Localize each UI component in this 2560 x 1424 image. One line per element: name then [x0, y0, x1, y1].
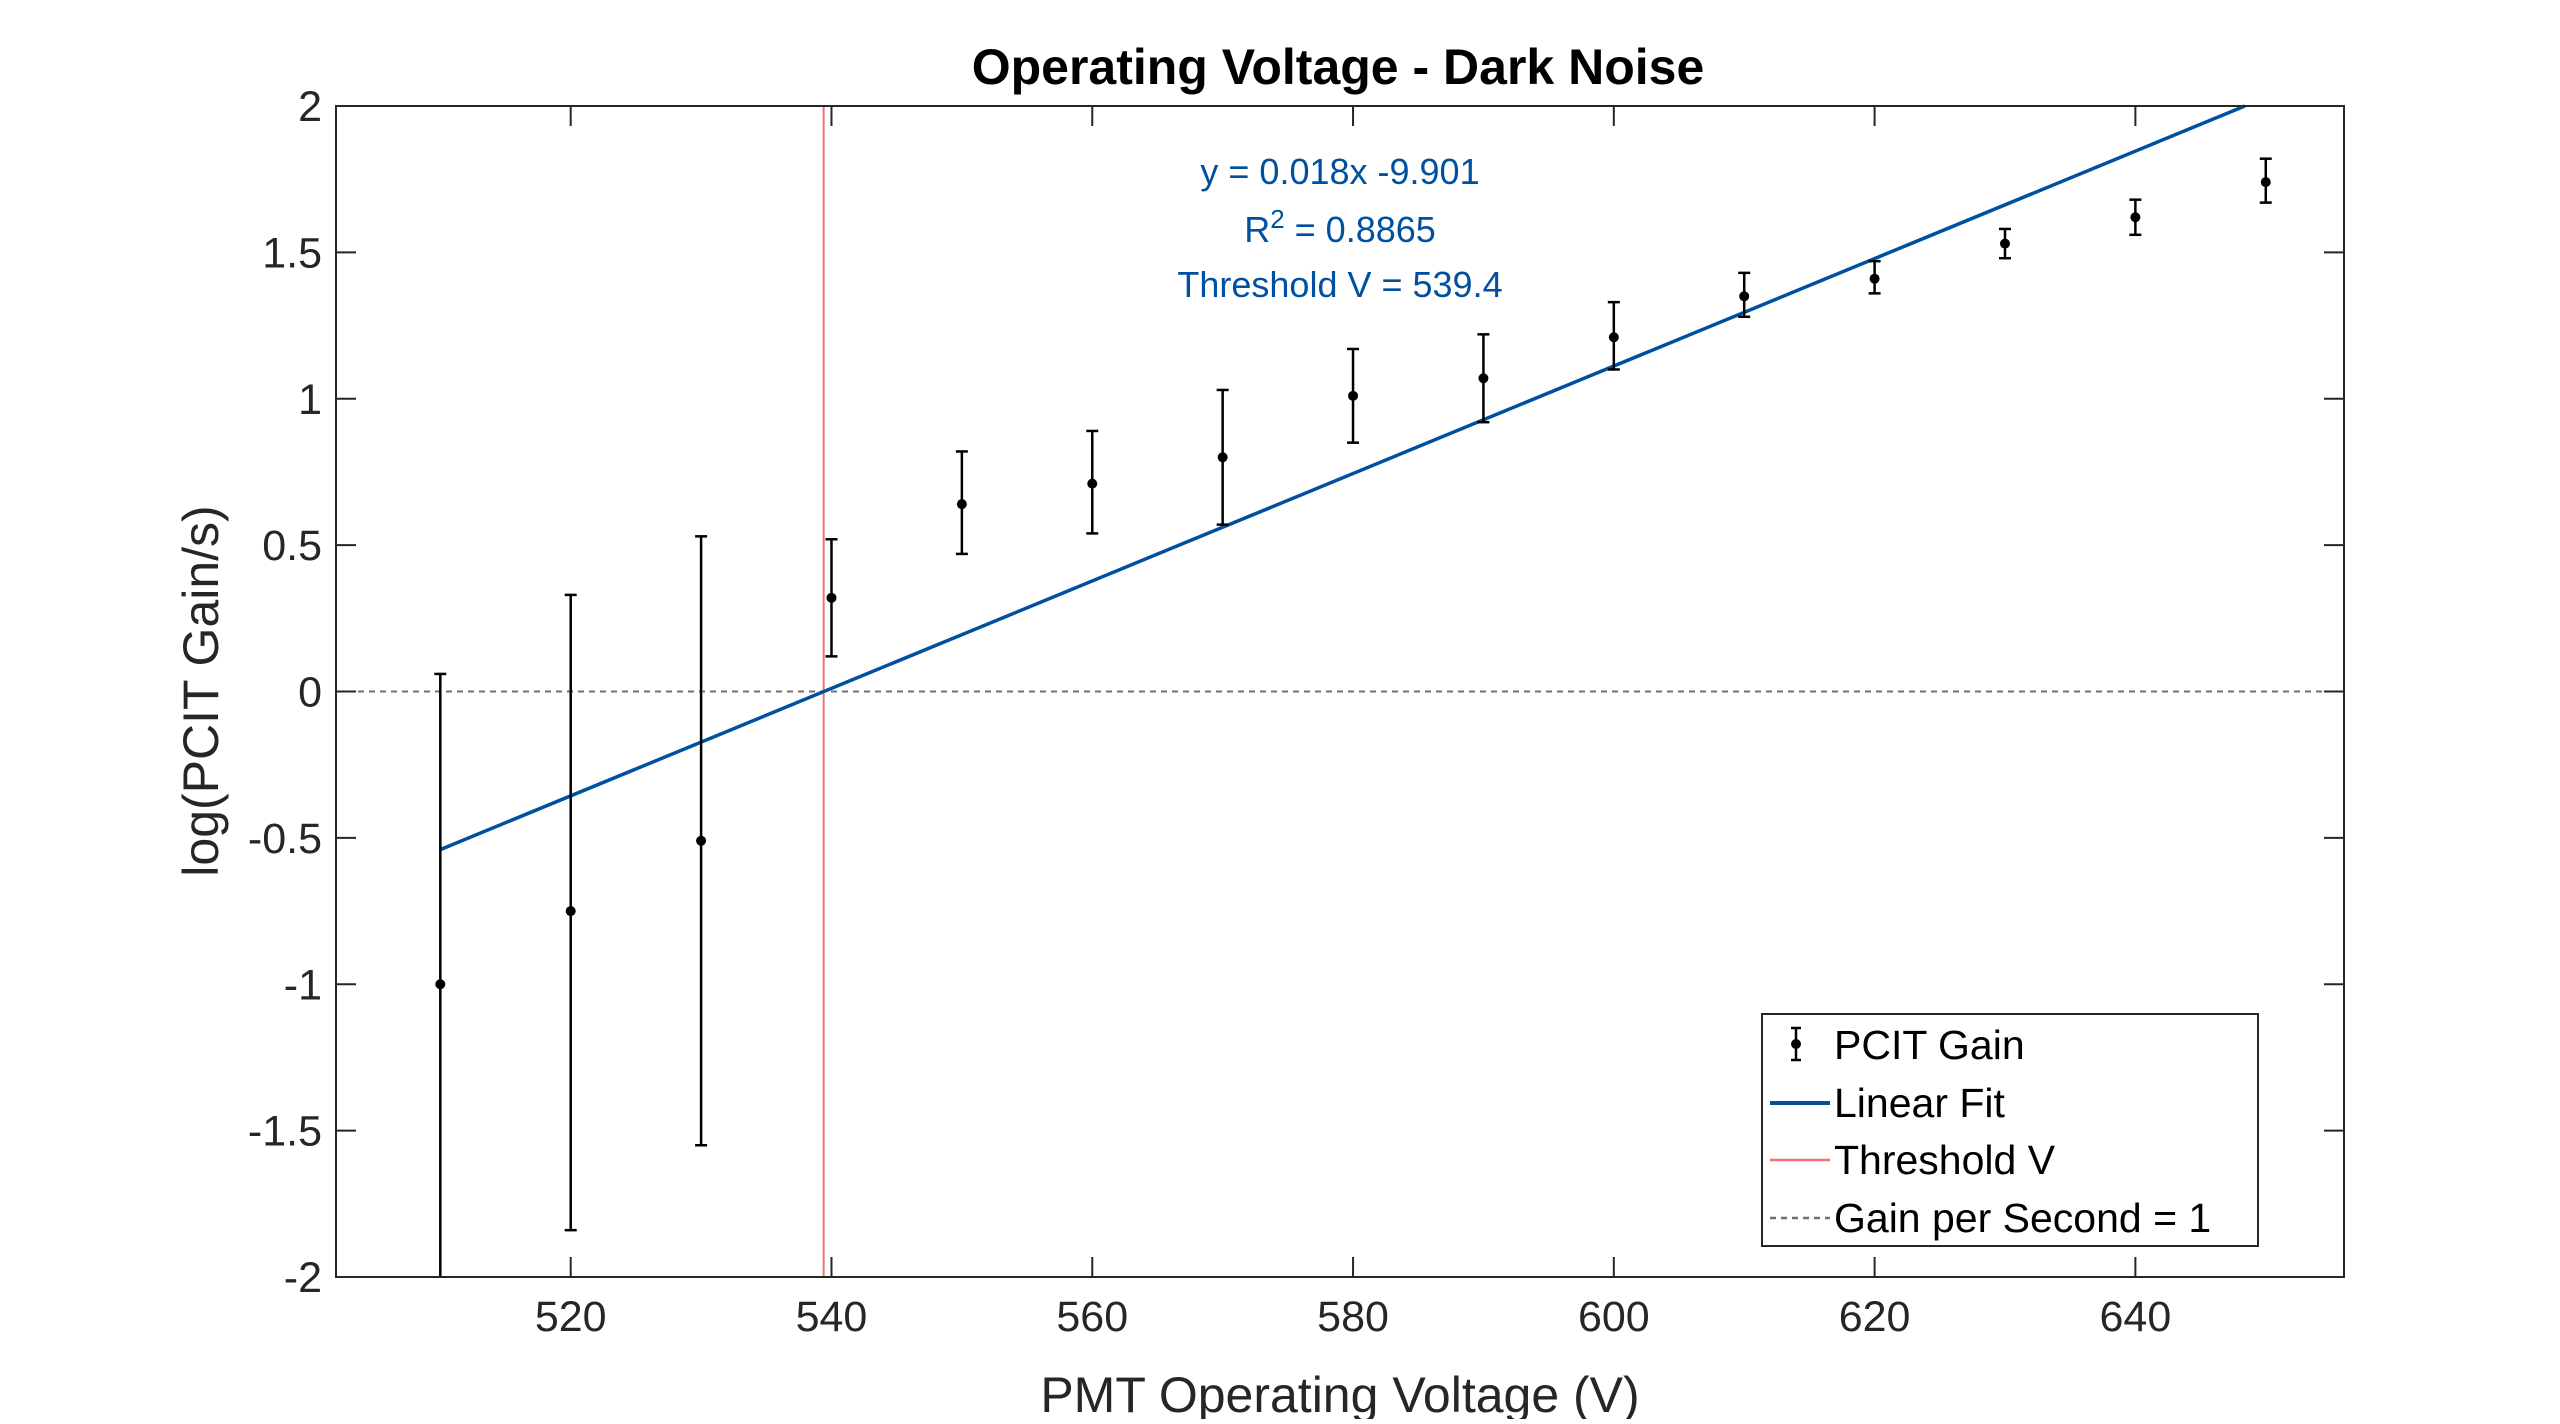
data-point	[1087, 478, 1098, 489]
r-squared-symbol: R	[1244, 209, 1270, 250]
data-point	[1999, 238, 2010, 249]
data-point-group	[2129, 198, 2142, 237]
legend-label-linear-fit: Linear Fit	[1834, 1080, 2006, 1126]
legend-label-gain-per-second: Gain per Second = 1	[1834, 1195, 2211, 1241]
fit-annotation: y = 0.018x -9.901 R2 = 0.8865 Threshold …	[1177, 151, 1502, 305]
data-point-group	[1477, 333, 1490, 424]
x-tick-label: 640	[2100, 1293, 2172, 1341]
data-point-group	[1868, 259, 1881, 295]
data-point-group	[695, 535, 708, 1147]
x-tick-label: 560	[1056, 1293, 1128, 1341]
y-tick-label: -1	[284, 961, 322, 1009]
y-tick-label: -2	[284, 1254, 322, 1302]
fit-r-squared: R2 = 0.8865	[1244, 204, 1436, 250]
legend-item-gain-per-second: Gain per Second = 1	[1770, 1195, 2211, 1241]
x-tick-label: 600	[1578, 1293, 1650, 1341]
y-tick-label: -1.5	[248, 1108, 322, 1156]
y-axis: 2 1.5 1 0.5 0 -0.5 -1 -1.5 -2	[248, 83, 2344, 1302]
x-axis-label: PMT Operating Voltage (V)	[1040, 1367, 1639, 1419]
legend: PCIT Gain Linear Fit Threshold V Gain pe…	[1761, 1013, 2259, 1247]
legend-item-pcit-gain: PCIT Gain	[1791, 1022, 2025, 1068]
data-point-group	[434, 672, 447, 1277]
x-tick-label: 520	[535, 1293, 607, 1341]
data-point	[1739, 291, 1750, 302]
legend-label-threshold: Threshold V	[1834, 1137, 2056, 1183]
data-point-group	[825, 538, 838, 658]
y-tick-label: 0.5	[262, 522, 322, 570]
y-tick-label: -0.5	[248, 815, 322, 863]
legend-item-linear-fit: Linear Fit	[1770, 1080, 2006, 1126]
data-point-group	[1738, 271, 1751, 319]
x-tick-label: 580	[1317, 1293, 1389, 1341]
data-point	[435, 979, 446, 990]
x-tick-label: 540	[796, 1293, 868, 1341]
data-point	[1869, 273, 1880, 284]
legend-marker-icon	[1791, 1039, 1801, 1049]
data-point-group	[2259, 157, 2272, 204]
data-point	[1348, 390, 1359, 401]
y-tick-label: 1	[298, 376, 322, 424]
data-point	[956, 499, 967, 510]
r-squared-value: = 0.8865	[1285, 209, 1436, 250]
linear-fit-line	[439, 104, 2246, 852]
data-point	[826, 592, 837, 603]
data-point	[565, 906, 576, 917]
data-point	[1608, 332, 1619, 343]
data-point	[696, 835, 707, 846]
legend-box	[1761, 1013, 2259, 1247]
data-point	[1478, 373, 1489, 384]
data-point-group	[564, 593, 577, 1232]
data-point	[1217, 452, 1228, 463]
data-point-group	[1998, 227, 2011, 260]
data-point-group	[1347, 347, 1360, 444]
y-tick-label: 0	[298, 669, 322, 717]
data-point-group	[955, 450, 968, 556]
x-axis: 520 540 560 580 600 620 640	[535, 106, 2171, 1341]
fit-equation: y = 0.018x -9.901	[1200, 151, 1479, 192]
r-squared-superscript: 2	[1270, 204, 1284, 234]
data-point-group	[1086, 429, 1099, 535]
data-point-group	[1216, 388, 1229, 526]
chart-title: Operating Voltage - Dark Noise	[972, 39, 1705, 95]
x-tick-label: 620	[1839, 1293, 1911, 1341]
y-tick-label: 2	[298, 83, 322, 131]
legend-label-pcit-gain: PCIT Gain	[1834, 1022, 2025, 1068]
legend-item-threshold: Threshold V	[1770, 1137, 2056, 1183]
data-point-group	[1607, 300, 1620, 371]
y-tick-label: 1.5	[262, 229, 322, 277]
fit-threshold: Threshold V = 539.4	[1177, 264, 1502, 305]
plot-area	[336, 104, 2344, 1277]
data-point	[2130, 212, 2141, 223]
y-axis-label: log(PCIT Gain/s)	[173, 505, 229, 876]
data-point	[2260, 177, 2271, 188]
